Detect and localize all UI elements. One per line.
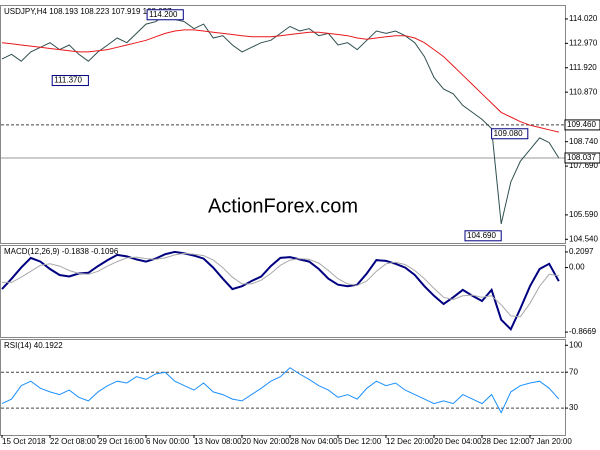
x-tick-label: 13 Nov 08:00 <box>194 437 242 446</box>
y-tick-label: 105.590 <box>569 210 598 219</box>
level-label: 109.460 <box>567 120 596 129</box>
annotation-box <box>146 9 184 21</box>
level-label: 108.037 <box>567 153 596 162</box>
panel-frame <box>0 245 566 338</box>
panel-title: RSI(14) 40.1922 <box>4 341 63 350</box>
series-line <box>1 250 560 332</box>
y-tick-label: 111.920 <box>569 63 597 72</box>
y-tick-label: 100 <box>569 340 583 349</box>
series-line <box>2 252 559 318</box>
y-tick-label: 104.540 <box>569 234 598 243</box>
y-tick-label: 107.690 <box>569 161 598 170</box>
series-line <box>1 14 560 225</box>
y-tick-label: 30 <box>569 403 578 412</box>
annotation-label: 109.080 <box>494 129 523 138</box>
y-tick-label: -0.8669 <box>569 327 597 336</box>
y-tick-label: 0.00 <box>569 263 585 272</box>
x-tick-label: 28 Dec 12:00 <box>482 437 530 446</box>
x-tick-label: 12 Dec 20:00 <box>386 437 434 446</box>
series-line <box>1 29 559 133</box>
y-tick-label: 108.740 <box>569 137 598 146</box>
x-tick-label: 15 Oct 2018 <box>2 437 46 446</box>
x-tick-label: 20 Nov 20:00 <box>242 437 290 446</box>
panel-title: MACD(12,26,9) -0.1838 -0.1096 <box>4 247 119 256</box>
x-tick-label: 20 Dec 04:00 <box>434 437 482 446</box>
annotation-label: 104.690 <box>467 231 496 240</box>
level-box <box>564 119 600 131</box>
annotation-label: 114.200 <box>149 10 178 19</box>
y-tick-label: 114.020 <box>569 14 598 23</box>
y-tick-label: 112.970 <box>569 38 598 47</box>
x-tick-label: 22 Oct 08:00 <box>50 437 96 446</box>
x-tick-label: 6 Nov 00:00 <box>146 437 190 446</box>
x-tick-label: 7 Jan 20:00 <box>530 437 572 446</box>
level-box <box>564 152 600 164</box>
y-tick-label: 110.870 <box>569 87 598 96</box>
y-tick-label: 0.2097 <box>569 247 594 256</box>
annotation-box <box>51 75 89 87</box>
panel-frame <box>0 339 566 436</box>
annotation-box <box>464 230 502 242</box>
panel-title: USDJPY,H4 108.193 108.223 107.919 108.03… <box>4 7 172 16</box>
y-tick-label: 70 <box>569 367 578 376</box>
x-tick-label: 28 Nov 04:00 <box>290 437 338 446</box>
annotation-label: 111.370 <box>54 76 82 85</box>
series-line <box>1 367 560 414</box>
x-tick-label: 5 Dec 12:00 <box>338 437 382 446</box>
x-tick-label: 29 Oct 16:00 <box>98 437 144 446</box>
watermark: ActionForex.com <box>208 195 358 217</box>
annotation-box <box>491 128 529 140</box>
